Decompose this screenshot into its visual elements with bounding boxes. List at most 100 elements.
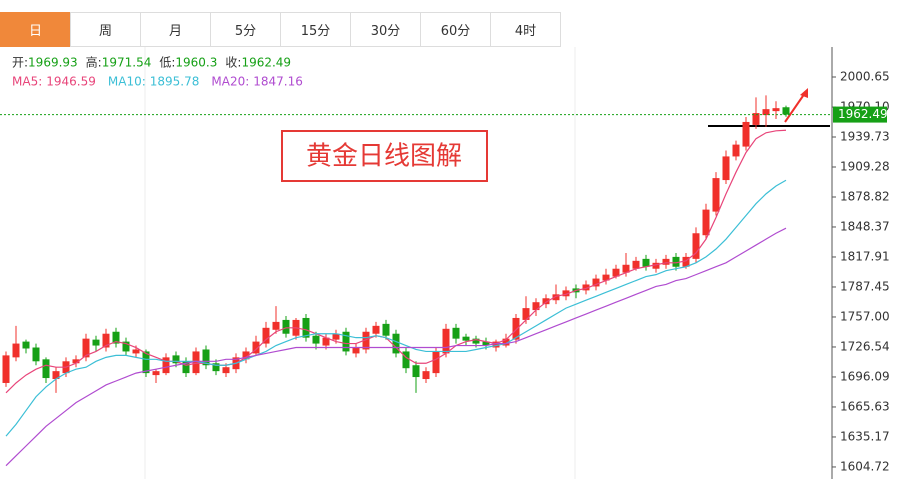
last-price-box: [833, 106, 887, 123]
candle-body: [12, 343, 20, 358]
candle-body: [202, 349, 210, 366]
candle-body: [762, 109, 770, 116]
candle-body: [532, 302, 540, 311]
candle-body: [462, 336, 470, 341]
candle-body: [22, 341, 30, 349]
arrow: [784, 92, 806, 123]
candle-body: [372, 325, 380, 334]
candle-body: [472, 338, 480, 344]
candle-body: [52, 371, 60, 380]
candle-body: [632, 260, 640, 269]
legend-value: 1895.78: [150, 75, 200, 89]
last-price-label: 1962.49: [838, 107, 888, 121]
tab-bar: 日周月 5分 15分 30分 60分 4时: [0, 12, 561, 47]
ma-line: [5, 179, 787, 437]
candle-body: [512, 317, 520, 340]
candle-body: [322, 337, 330, 346]
ohlc-label: 开:: [12, 56, 28, 70]
y-tick-label: 2000.65: [840, 69, 890, 83]
candle-body: [752, 113, 760, 125]
candle-body: [212, 363, 220, 372]
y-tick-label: 1787.45: [840, 279, 890, 293]
candle-body: [362, 331, 370, 350]
annotation-box: [281, 130, 488, 182]
candle-body: [142, 351, 150, 374]
tab[interactable]: 日: [0, 12, 71, 47]
y-tick-label: 1757.00: [840, 309, 890, 323]
legend-label: MA20:: [211, 75, 249, 89]
candle-body: [192, 351, 200, 374]
candle-body: [122, 341, 130, 352]
candle-body: [522, 308, 530, 320]
candle-body: [152, 371, 160, 376]
ohlc-value: 1969.93: [28, 56, 78, 70]
tab[interactable]: 15分: [280, 12, 351, 47]
y-tick-label: 1726.54: [840, 339, 890, 353]
y-tick-label: 1635.17: [840, 429, 890, 443]
legend-label: MA10:: [108, 75, 146, 89]
candle-body: [582, 284, 590, 291]
candle-body: [722, 156, 730, 181]
y-tick-label: 1696.09: [840, 369, 890, 383]
candle-body: [702, 209, 710, 236]
legend-value: 1847.16: [253, 75, 303, 89]
candle-body: [782, 107, 790, 115]
candle-body: [502, 338, 510, 346]
ohlc-label: 收:: [225, 56, 241, 70]
candle-body: [382, 323, 390, 336]
ohlc-value: 1962.49: [241, 56, 291, 70]
candle-body: [542, 298, 550, 305]
candle-body: [402, 351, 410, 369]
candle-body: [482, 341, 490, 346]
ma-line: [5, 227, 787, 467]
tab[interactable]: 周: [70, 12, 141, 47]
ohlc-value: 1971.54: [102, 56, 152, 70]
candle-body: [272, 321, 280, 330]
candle-body: [132, 349, 140, 354]
candle-body: [662, 258, 670, 265]
candle-body: [262, 327, 270, 344]
tab[interactable]: 30分: [350, 12, 421, 47]
candle-body: [352, 347, 360, 354]
candle-body: [32, 347, 40, 362]
candle-body: [552, 294, 560, 301]
ohlc-value: 1960.3: [175, 56, 217, 70]
y-tick-label: 1848.37: [840, 219, 890, 233]
candle-body: [412, 365, 420, 378]
candle-body: [172, 355, 180, 364]
candle-body: [422, 371, 430, 380]
y-tick-label: 1604.72: [840, 459, 890, 473]
candle-body: [82, 338, 90, 358]
candle-body: [162, 357, 170, 374]
candle-body: [492, 341, 500, 348]
y-tick-label: 1817.91: [840, 249, 890, 263]
candle-body: [692, 233, 700, 259]
tab[interactable]: 月: [140, 12, 211, 47]
candle-body: [432, 351, 440, 374]
tab[interactable]: 4时: [490, 12, 561, 47]
candle-body: [392, 333, 400, 354]
arrow-head: [800, 88, 808, 98]
candle-body: [42, 359, 50, 379]
candle-body: [732, 144, 740, 157]
candle-body: [672, 256, 680, 267]
ohlc-label: 高:: [86, 55, 102, 70]
candle-body: [622, 264, 630, 273]
y-tick-label: 1878.82: [840, 189, 890, 203]
tab[interactable]: 5分: [210, 12, 281, 47]
candle-body: [742, 121, 750, 147]
tab[interactable]: 60分: [420, 12, 491, 47]
candle-body: [282, 319, 290, 334]
candle-body: [642, 258, 650, 267]
candle-body: [182, 361, 190, 374]
candle-body: [652, 262, 660, 269]
candle-body: [612, 268, 620, 277]
candle-body: [72, 359, 80, 364]
candle-body: [602, 274, 610, 281]
candle-body: [342, 331, 350, 352]
legend-value: 1946.59: [46, 75, 96, 89]
candle-body: [682, 256, 690, 267]
candle-body: [332, 333, 340, 340]
candle-body: [592, 278, 600, 287]
